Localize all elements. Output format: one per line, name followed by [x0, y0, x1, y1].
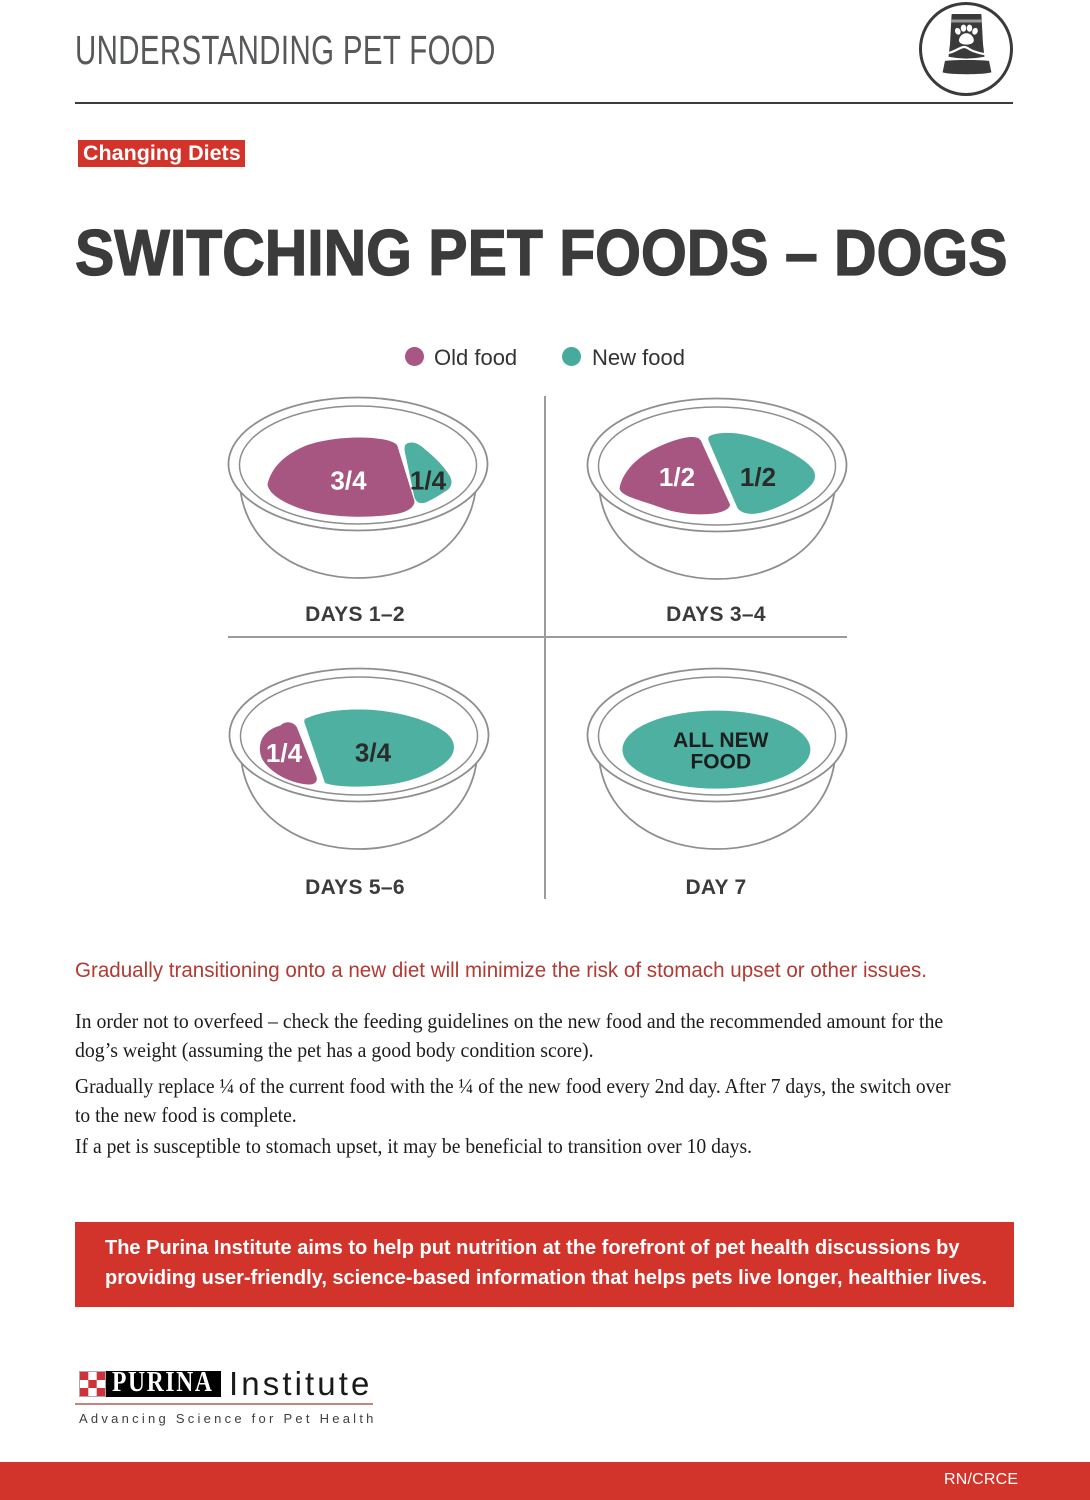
svg-text:3/4: 3/4 — [355, 738, 392, 768]
svg-text:3/4: 3/4 — [330, 466, 367, 496]
svg-text:ALL NEW: ALL NEW — [673, 729, 768, 752]
svg-text:1/4: 1/4 — [266, 738, 303, 768]
svg-text:FOOD: FOOD — [690, 750, 751, 773]
svg-text:1/2: 1/2 — [740, 462, 776, 492]
svg-text:1/2: 1/2 — [659, 462, 695, 492]
svg-text:1/4: 1/4 — [410, 466, 447, 496]
